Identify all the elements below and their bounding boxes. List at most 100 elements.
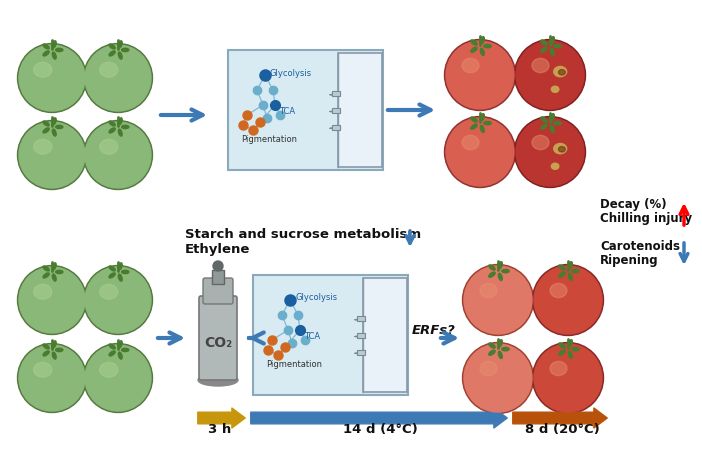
Ellipse shape bbox=[498, 262, 503, 269]
Circle shape bbox=[85, 345, 151, 411]
Bar bbox=[212, 270, 224, 284]
Ellipse shape bbox=[55, 348, 63, 352]
Bar bbox=[338, 53, 381, 167]
Circle shape bbox=[516, 41, 584, 109]
Ellipse shape bbox=[100, 62, 118, 77]
Circle shape bbox=[85, 122, 151, 188]
Ellipse shape bbox=[502, 269, 509, 273]
Ellipse shape bbox=[43, 44, 49, 49]
Circle shape bbox=[85, 45, 151, 111]
Circle shape bbox=[84, 44, 152, 112]
Ellipse shape bbox=[498, 340, 503, 347]
Ellipse shape bbox=[541, 124, 547, 129]
Ellipse shape bbox=[43, 266, 49, 271]
Circle shape bbox=[464, 344, 532, 412]
Ellipse shape bbox=[498, 351, 503, 359]
Ellipse shape bbox=[480, 283, 497, 298]
Ellipse shape bbox=[550, 125, 555, 132]
Ellipse shape bbox=[198, 374, 238, 386]
Ellipse shape bbox=[119, 41, 122, 48]
Ellipse shape bbox=[569, 262, 572, 269]
Ellipse shape bbox=[53, 274, 56, 281]
Text: Starch and sucrose metabolism: Starch and sucrose metabolism bbox=[185, 228, 421, 241]
Bar bbox=[253, 275, 407, 395]
Ellipse shape bbox=[119, 352, 122, 359]
Text: Ethylene: Ethylene bbox=[185, 243, 251, 256]
Text: Chilling injury: Chilling injury bbox=[600, 212, 692, 225]
Ellipse shape bbox=[559, 265, 565, 270]
Ellipse shape bbox=[55, 270, 63, 273]
Circle shape bbox=[85, 267, 151, 333]
Text: 8 d (20°C): 8 d (20°C) bbox=[524, 423, 600, 436]
Ellipse shape bbox=[34, 284, 52, 299]
Ellipse shape bbox=[53, 352, 56, 359]
Ellipse shape bbox=[109, 273, 115, 278]
Ellipse shape bbox=[532, 135, 549, 150]
Ellipse shape bbox=[121, 270, 129, 273]
Ellipse shape bbox=[489, 350, 495, 355]
Ellipse shape bbox=[53, 41, 56, 48]
Ellipse shape bbox=[554, 66, 567, 77]
Ellipse shape bbox=[53, 118, 56, 125]
Ellipse shape bbox=[489, 265, 495, 270]
Circle shape bbox=[19, 267, 85, 333]
Ellipse shape bbox=[53, 129, 56, 136]
Circle shape bbox=[18, 44, 86, 112]
Ellipse shape bbox=[34, 139, 52, 154]
FancyBboxPatch shape bbox=[199, 296, 237, 380]
Ellipse shape bbox=[550, 361, 567, 376]
Ellipse shape bbox=[559, 350, 565, 355]
Ellipse shape bbox=[569, 340, 572, 347]
Circle shape bbox=[84, 344, 152, 413]
Text: Ripening: Ripening bbox=[600, 254, 658, 267]
Circle shape bbox=[18, 121, 86, 189]
Ellipse shape bbox=[53, 263, 56, 270]
Ellipse shape bbox=[541, 47, 547, 52]
Ellipse shape bbox=[55, 48, 63, 51]
Ellipse shape bbox=[559, 70, 565, 75]
Ellipse shape bbox=[121, 348, 129, 352]
Ellipse shape bbox=[100, 284, 118, 299]
Bar bbox=[227, 50, 383, 170]
Ellipse shape bbox=[489, 272, 495, 277]
Ellipse shape bbox=[559, 272, 565, 277]
Circle shape bbox=[84, 121, 152, 189]
Text: ERFs?: ERFs? bbox=[412, 324, 456, 337]
Ellipse shape bbox=[43, 51, 49, 56]
Circle shape bbox=[19, 345, 85, 411]
Text: 14 d (4°C): 14 d (4°C) bbox=[343, 423, 418, 436]
Ellipse shape bbox=[551, 163, 559, 169]
Ellipse shape bbox=[109, 128, 115, 133]
Ellipse shape bbox=[489, 343, 495, 348]
Ellipse shape bbox=[559, 343, 565, 348]
Circle shape bbox=[516, 118, 584, 186]
Ellipse shape bbox=[119, 118, 122, 125]
Circle shape bbox=[515, 116, 585, 187]
Ellipse shape bbox=[571, 348, 579, 351]
Circle shape bbox=[464, 266, 532, 334]
Bar bbox=[357, 316, 365, 321]
Circle shape bbox=[446, 118, 514, 186]
Text: Glycolysis: Glycolysis bbox=[270, 69, 312, 77]
Text: TCA: TCA bbox=[279, 107, 295, 116]
Ellipse shape bbox=[34, 362, 52, 377]
Ellipse shape bbox=[119, 341, 122, 348]
Bar bbox=[357, 350, 365, 355]
Ellipse shape bbox=[100, 139, 118, 154]
Bar bbox=[357, 333, 365, 338]
Ellipse shape bbox=[119, 52, 122, 59]
Ellipse shape bbox=[119, 129, 122, 136]
Circle shape bbox=[18, 266, 86, 334]
Ellipse shape bbox=[554, 121, 561, 125]
Ellipse shape bbox=[471, 47, 477, 52]
Ellipse shape bbox=[121, 48, 129, 51]
Circle shape bbox=[534, 266, 602, 334]
Circle shape bbox=[515, 40, 585, 111]
Ellipse shape bbox=[480, 125, 484, 132]
Ellipse shape bbox=[569, 351, 572, 359]
Circle shape bbox=[533, 343, 604, 414]
Circle shape bbox=[463, 343, 534, 414]
Ellipse shape bbox=[109, 51, 115, 56]
Ellipse shape bbox=[480, 48, 484, 56]
Ellipse shape bbox=[109, 344, 115, 349]
